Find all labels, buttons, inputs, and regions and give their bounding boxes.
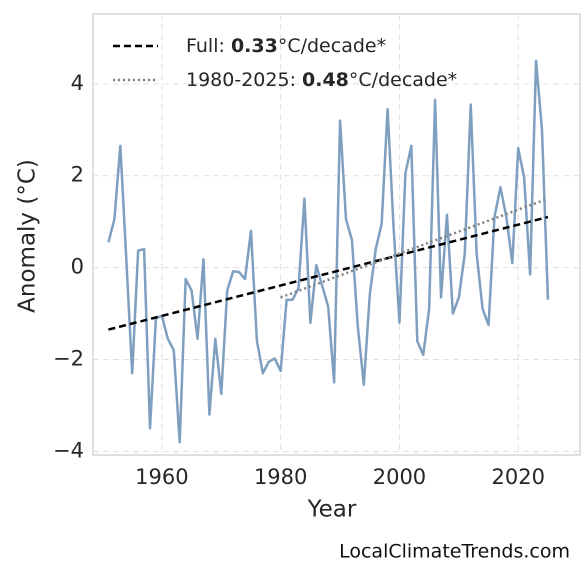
- legend-label-part: Full:: [186, 35, 231, 57]
- watermark: LocalClimateTrends.com: [339, 541, 570, 563]
- x-tick-label: 2020: [492, 465, 545, 489]
- x-axis-label: Year: [307, 497, 357, 523]
- y-tick-label: 4: [71, 71, 84, 95]
- y-tick-label: 0: [71, 255, 84, 279]
- legend-label-part: 0.48: [302, 69, 349, 91]
- legend: Full: 0.33°C/decade*1980-2025: 0.48°C/de…: [113, 35, 457, 91]
- x-tick-label: 1960: [135, 465, 188, 489]
- legend-label-part: °C/decade*: [349, 69, 457, 91]
- x-tick-label: 2000: [373, 465, 426, 489]
- trend-line: [108, 215, 549, 331]
- y-axis-label: Anomaly (°C): [15, 159, 41, 313]
- legend-label: Full: 0.33°C/decade*: [186, 35, 386, 57]
- legend-label-part: 1980-2025:: [186, 69, 302, 91]
- legend-label-part: 0.33: [231, 35, 278, 57]
- legend-label-part: °C/decade*: [278, 35, 386, 57]
- data-line: [107, 59, 550, 444]
- y-tick-label: 2: [71, 163, 84, 187]
- y-tick-label: −2: [53, 346, 84, 370]
- lines: [107, 59, 550, 444]
- x-tick-label: 1980: [254, 465, 307, 489]
- y-tick-label: −4: [53, 438, 84, 462]
- legend-label: 1980-2025: 0.48°C/decade*: [186, 69, 457, 91]
